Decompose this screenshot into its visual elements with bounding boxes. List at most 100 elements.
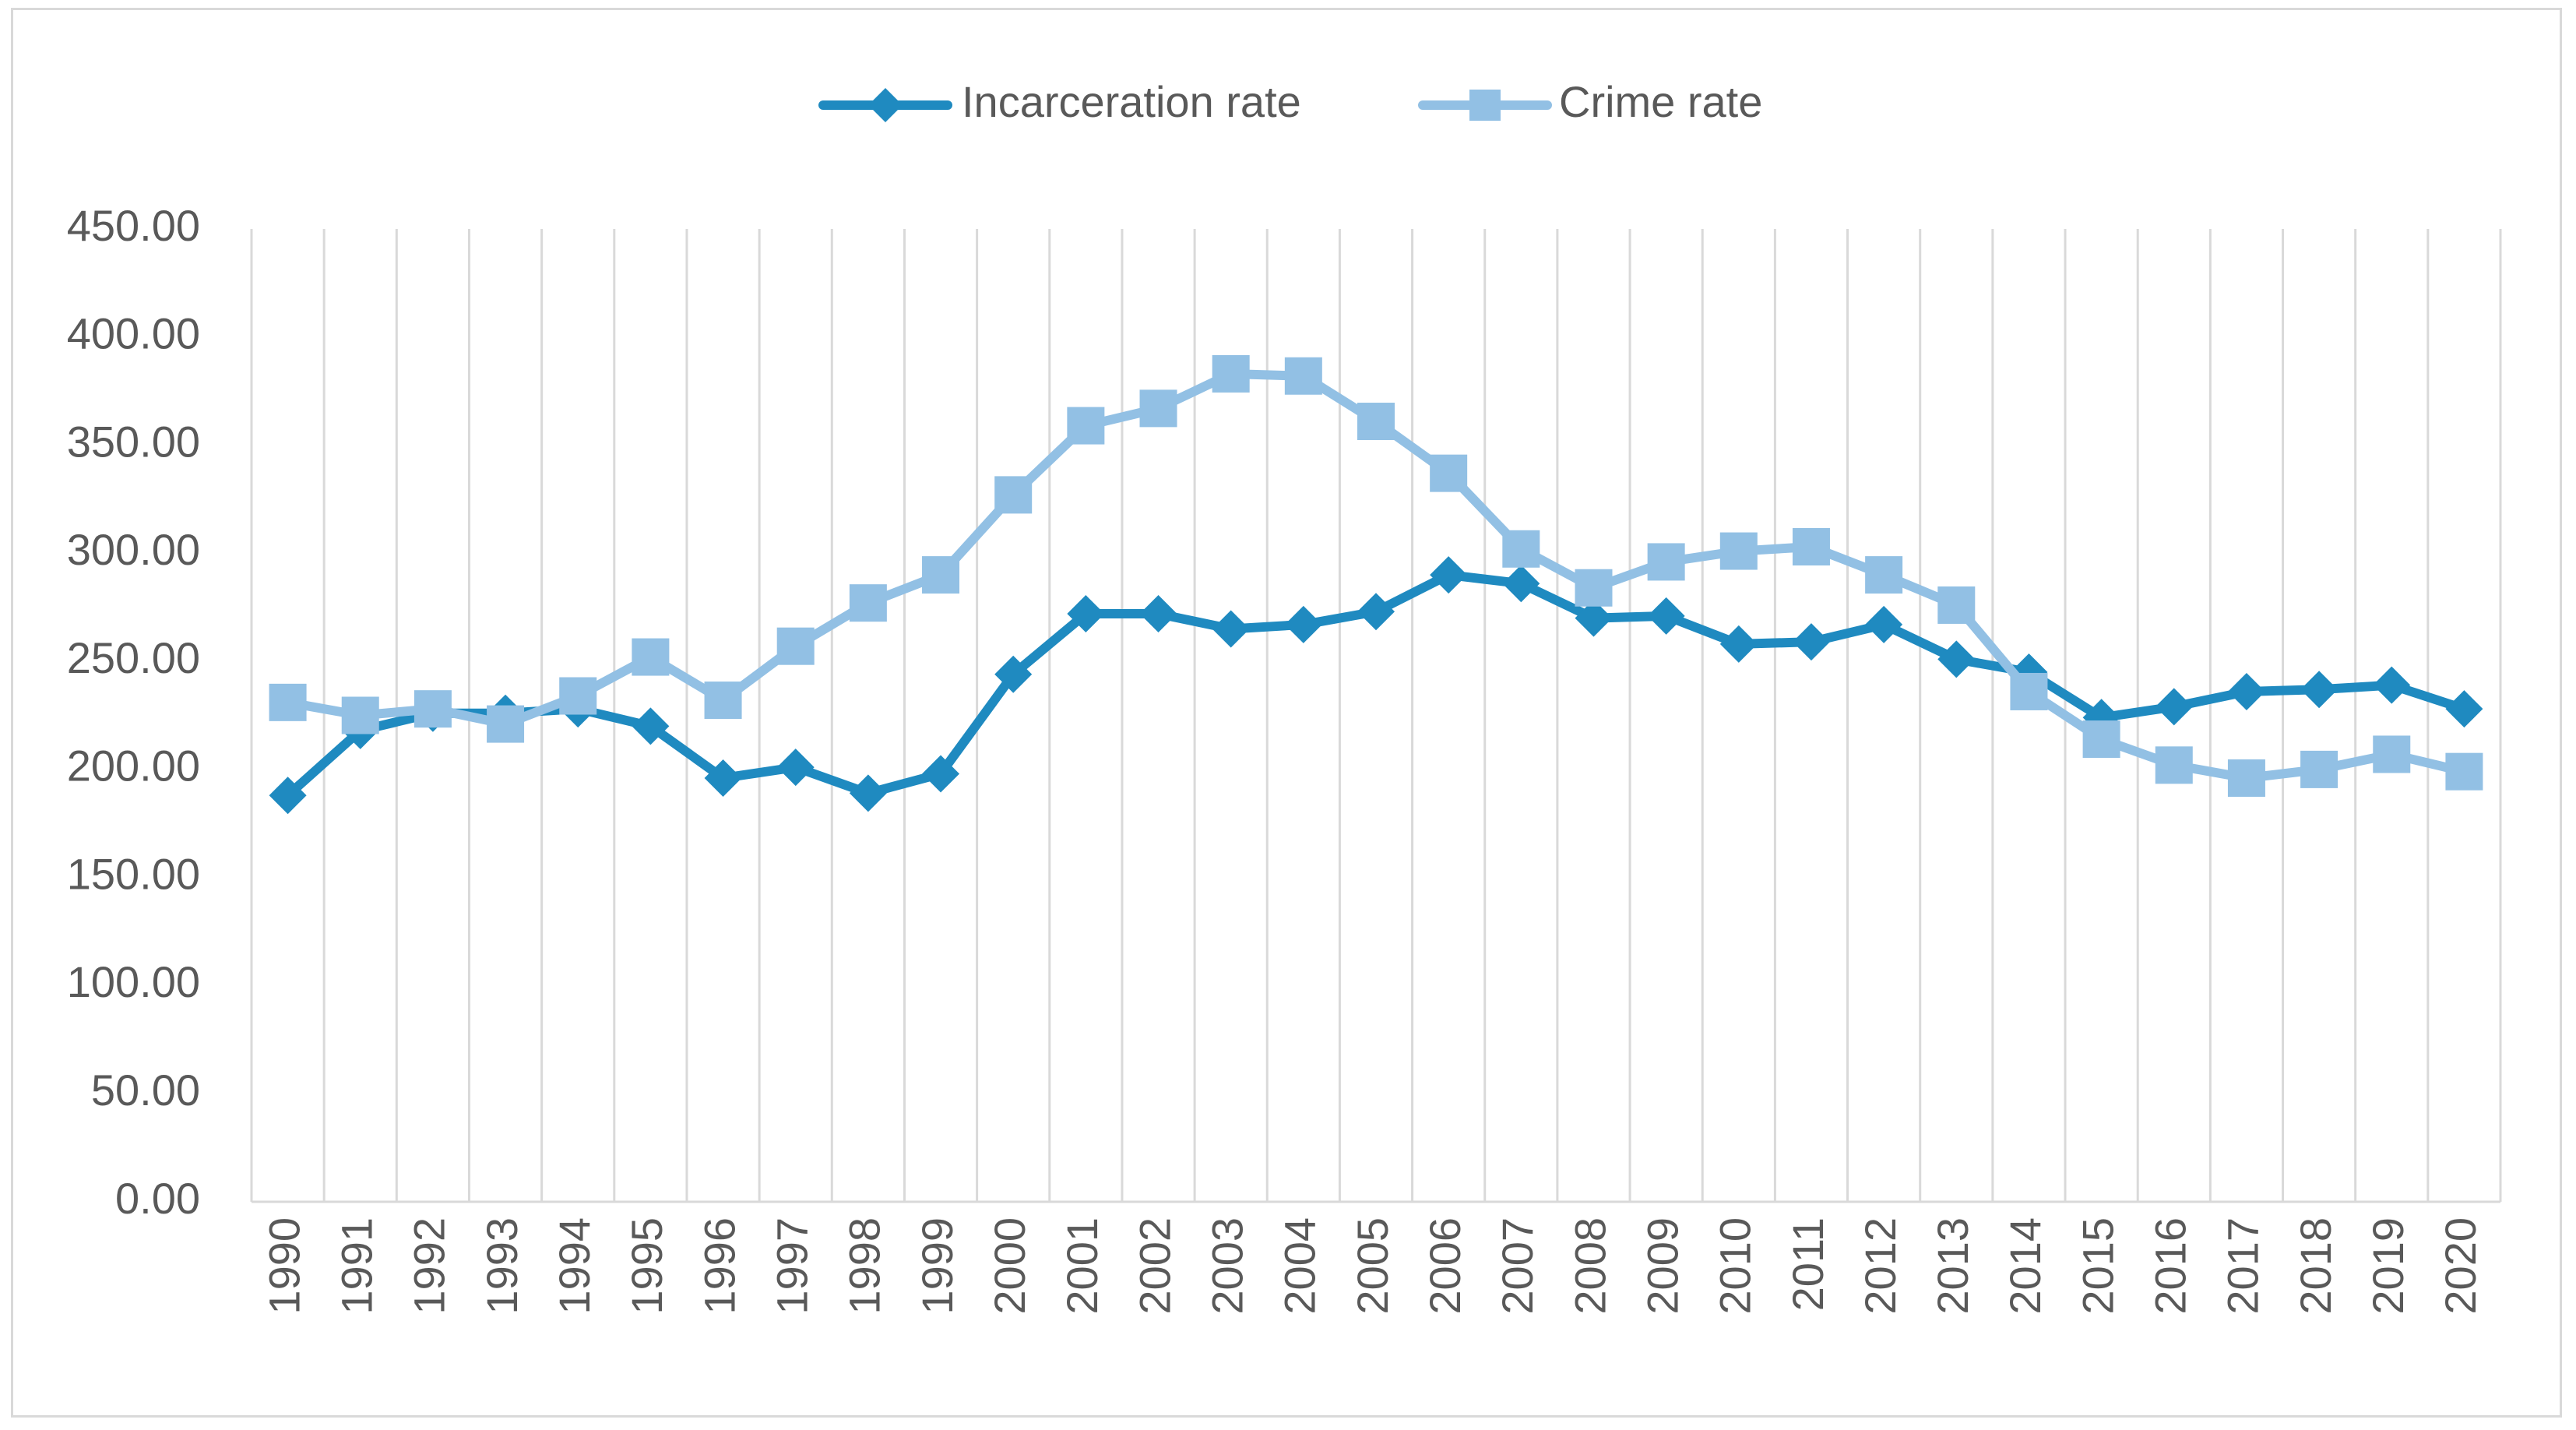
crime-rate-point: [1865, 556, 1903, 594]
crime-rate-point: [632, 638, 670, 676]
x-tick-label: 2013: [1928, 1217, 1977, 1315]
incarceration-rate-point: [1212, 610, 1250, 648]
incarceration-rate-point: [632, 707, 670, 745]
y-tick-label: 250.00: [67, 633, 200, 682]
incarceration-rate-point: [1647, 597, 1685, 635]
x-tick-label: 2019: [2363, 1217, 2412, 1315]
y-tick-label: 200.00: [67, 741, 200, 791]
incarceration-rate-point: [1284, 605, 1322, 643]
legend-label-crime-rate: Crime rate: [1559, 77, 1762, 126]
x-tick-label: 1990: [259, 1217, 308, 1315]
crime-rate-point: [1139, 389, 1177, 428]
crime-rate-point: [1357, 403, 1395, 441]
incarceration-rate-point: [1865, 605, 1903, 643]
x-tick-label: 2005: [1348, 1217, 1397, 1315]
incarceration-rate-point: [1357, 593, 1395, 631]
incarceration-rate-point: [2227, 672, 2265, 710]
x-tick-label: 1991: [333, 1217, 382, 1315]
legend: Incarceration rate Crime rate: [818, 77, 1762, 126]
crime-rate-point: [922, 556, 960, 594]
incarceration-rate-point: [922, 755, 960, 793]
x-tick-label: 2015: [2073, 1217, 2122, 1315]
incarceration-rate-point: [1719, 625, 1758, 663]
crime-rate-point: [559, 677, 597, 715]
crime-rate-point: [413, 690, 452, 728]
crime-rate-point: [341, 696, 379, 734]
x-tick-label: 1995: [622, 1217, 671, 1315]
x-tick-label: 1998: [840, 1217, 889, 1315]
crime-rate-point: [1647, 543, 1685, 581]
y-tick-label: 100.00: [67, 957, 200, 1006]
x-tick-label: 1992: [405, 1217, 454, 1315]
x-tick-label: 2011: [1783, 1217, 1832, 1311]
crime-rate-point: [1067, 407, 1105, 445]
incarceration-rate-point: [1575, 599, 1613, 637]
incarceration-rate-point: [2300, 671, 2338, 709]
incarceration-rate-point: [776, 748, 815, 787]
incarceration-rate-point: [1792, 623, 1830, 661]
crime-rate-point: [1502, 530, 1540, 568]
legend-marker-incarceration-rate: [868, 88, 903, 122]
x-tick-label: 1993: [477, 1217, 526, 1315]
axes: 0.00 50.00 100.00 150.00 200.00 250.00 300.00 3…: [67, 201, 2500, 1315]
crime-rate-point: [849, 584, 887, 622]
incarceration-rate-point: [994, 655, 1033, 693]
x-tick-label: 2000: [985, 1217, 1034, 1315]
x-tick-label: 2006: [1420, 1217, 1469, 1315]
x-tick-label: 1999: [913, 1217, 962, 1315]
incarceration-rate-point: [269, 777, 307, 815]
x-tick-label: 2008: [1565, 1217, 1614, 1315]
x-tick-label: 2016: [2146, 1217, 2195, 1315]
incarceration-rate-point: [1139, 595, 1177, 633]
legend-label-incarceration-rate: Incarceration rate: [962, 77, 1301, 126]
crime-rate-point: [1212, 354, 1250, 393]
crime-rate-point: [2155, 746, 2193, 784]
crime-rate-point: [2373, 735, 2411, 773]
chart-frame: 0.00 50.00 100.00 150.00 200.00 250.00 300.00 3…: [11, 8, 2562, 1418]
crime-rate-point: [1792, 528, 1830, 566]
crime-rate-point: [1284, 357, 1322, 395]
y-tick-label: 350.00: [67, 417, 200, 466]
incarceration-rate-point: [704, 759, 742, 797]
x-tick-label: 1994: [550, 1217, 599, 1315]
x-tick-label: 2009: [1638, 1217, 1687, 1315]
crime-rate-point: [1719, 532, 1758, 570]
x-tick-label: 1996: [695, 1217, 744, 1315]
crime-rate-point: [994, 476, 1033, 514]
incarceration-rate-point: [2155, 688, 2193, 726]
gridlines: [250, 229, 2502, 1202]
crime-rate-point: [2082, 720, 2120, 759]
crime-rate-point: [269, 683, 307, 721]
incarceration-rate-point: [1430, 556, 1468, 594]
crime-rate-point: [1430, 454, 1468, 492]
crime-rate-point: [2010, 672, 2048, 710]
incarceration-rate-point: [1937, 640, 1976, 678]
incarceration-rate-point: [849, 774, 887, 812]
crime-rate-point: [776, 627, 815, 665]
crime-rate-point: [2227, 759, 2265, 797]
x-tick-label: 2007: [1493, 1217, 1542, 1315]
crime-rate-point: [2445, 752, 2483, 791]
x-tick-label: 2014: [2001, 1217, 2050, 1315]
crime-rate-point: [1937, 586, 1976, 624]
x-tick-label: 2002: [1130, 1217, 1179, 1315]
x-tick-label: 1997: [768, 1217, 817, 1315]
crime-rate-point: [2300, 750, 2338, 788]
x-tick-label: 2001: [1057, 1217, 1107, 1315]
series: [269, 354, 2483, 815]
crime-rate-point: [1575, 569, 1613, 607]
y-tick-label: 450.00: [67, 201, 200, 250]
x-tick-label: 2018: [2291, 1217, 2340, 1315]
incarceration-rate-point: [2373, 666, 2411, 704]
incarceration-rate-point: [2445, 690, 2483, 728]
incarceration-rate-point: [1502, 565, 1540, 603]
y-tick-label: 0.00: [115, 1174, 200, 1223]
x-tick-label: 2003: [1202, 1217, 1251, 1315]
y-tick-label: 50.00: [91, 1065, 200, 1115]
line-chart: 0.00 50.00 100.00 150.00 200.00 250.00 300.00 3…: [67, 77, 2502, 1315]
x-tick-label: 2010: [1711, 1217, 1760, 1315]
legend-marker-crime-rate: [1469, 90, 1501, 121]
crime-rate-point: [704, 682, 742, 720]
incarceration-rate-point: [1067, 595, 1105, 633]
x-tick-label: 2004: [1276, 1217, 1325, 1315]
